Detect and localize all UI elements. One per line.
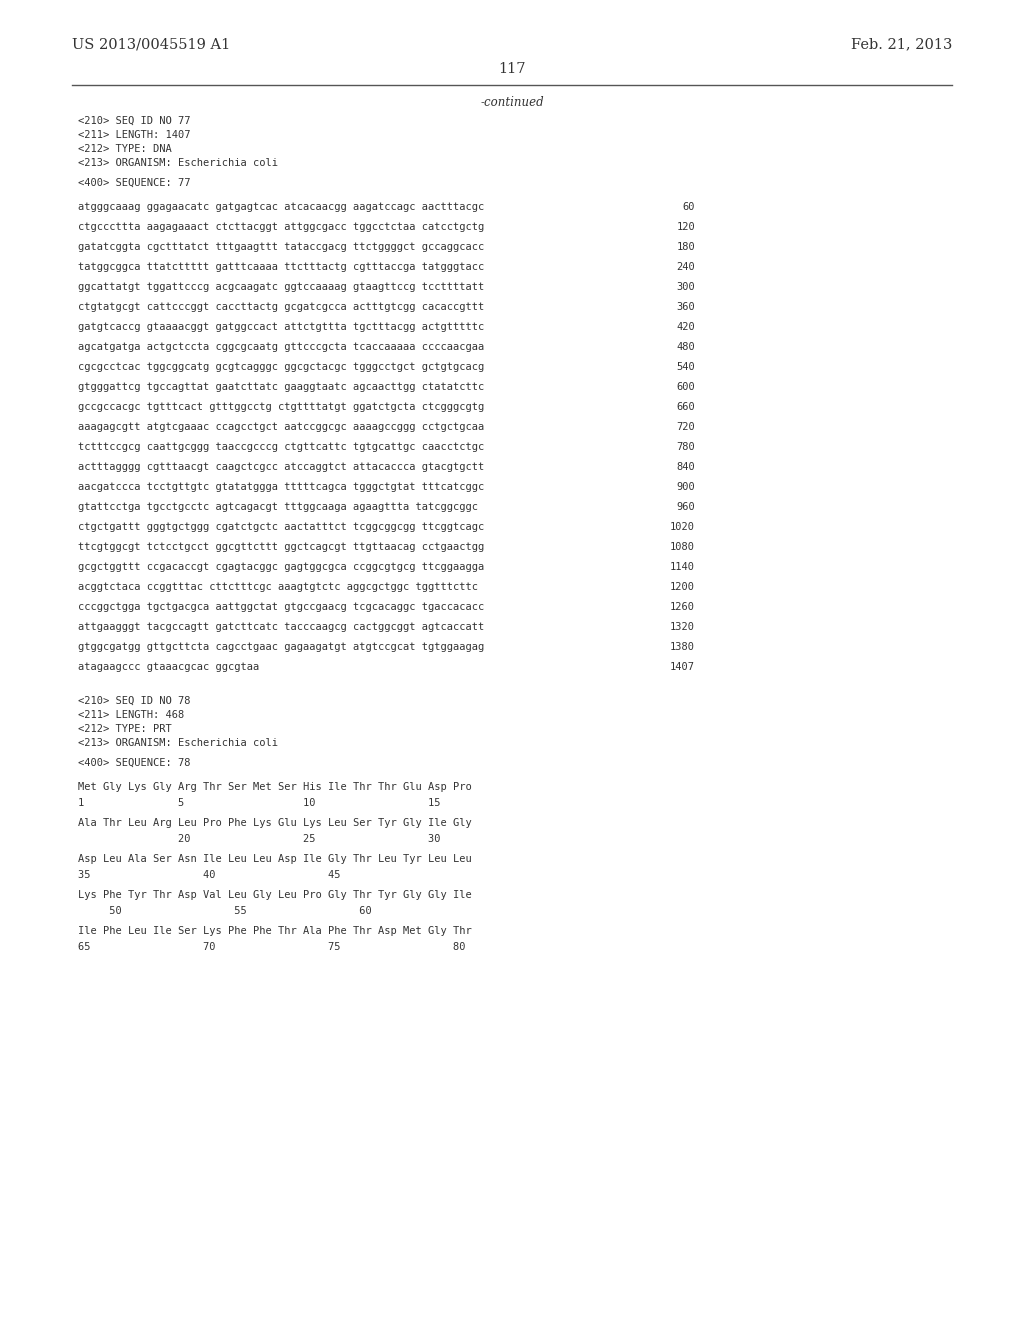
Text: 1200: 1200 xyxy=(670,582,695,591)
Text: <211> LENGTH: 1407: <211> LENGTH: 1407 xyxy=(78,129,190,140)
Text: 780: 780 xyxy=(676,442,695,451)
Text: 720: 720 xyxy=(676,422,695,432)
Text: 960: 960 xyxy=(676,502,695,512)
Text: 1               5                   10                  15: 1 5 10 15 xyxy=(78,799,440,808)
Text: Ala Thr Leu Arg Leu Pro Phe Lys Glu Lys Leu Ser Tyr Gly Ile Gly: Ala Thr Leu Arg Leu Pro Phe Lys Glu Lys … xyxy=(78,818,472,828)
Text: tatggcggca ttatcttttt gatttcaaaa ttctttactg cgtttaccga tatgggtacc: tatggcggca ttatcttttt gatttcaaaa ttcttta… xyxy=(78,261,484,272)
Text: 1320: 1320 xyxy=(670,622,695,632)
Text: gatatcggta cgctttatct tttgaagttt tataccgacg ttctggggct gccaggcacc: gatatcggta cgctttatct tttgaagttt tataccg… xyxy=(78,242,484,252)
Text: 1140: 1140 xyxy=(670,562,695,572)
Text: agcatgatga actgctccta cggcgcaatg gttcccgcta tcaccaaaaa ccccaacgaa: agcatgatga actgctccta cggcgcaatg gttcccg… xyxy=(78,342,484,352)
Text: <211> LENGTH: 468: <211> LENGTH: 468 xyxy=(78,710,184,719)
Text: -continued: -continued xyxy=(480,96,544,110)
Text: cccggctgga tgctgacgca aattggctat gtgccgaacg tcgcacaggc tgaccacacc: cccggctgga tgctgacgca aattggctat gtgccga… xyxy=(78,602,484,612)
Text: gtggcgatgg gttgcttcta cagcctgaac gagaagatgt atgtccgcat tgtggaagag: gtggcgatgg gttgcttcta cagcctgaac gagaaga… xyxy=(78,642,484,652)
Text: <400> SEQUENCE: 78: <400> SEQUENCE: 78 xyxy=(78,758,190,768)
Text: 65                  70                  75                  80: 65 70 75 80 xyxy=(78,942,466,952)
Text: ctgtatgcgt cattcccggt caccttactg gcgatcgcca actttgtcgg cacaccgttt: ctgtatgcgt cattcccggt caccttactg gcgatcg… xyxy=(78,302,484,312)
Text: 1020: 1020 xyxy=(670,521,695,532)
Text: Met Gly Lys Gly Arg Thr Ser Met Ser His Ile Thr Thr Glu Asp Pro: Met Gly Lys Gly Arg Thr Ser Met Ser His … xyxy=(78,781,472,792)
Text: tctttccgcg caattgcggg taaccgcccg ctgttcattc tgtgcattgc caacctctgc: tctttccgcg caattgcggg taaccgcccg ctgttca… xyxy=(78,442,484,451)
Text: 117: 117 xyxy=(499,62,525,77)
Text: 1080: 1080 xyxy=(670,543,695,552)
Text: 540: 540 xyxy=(676,362,695,372)
Text: atagaagccc gtaaacgcac ggcgtaa: atagaagccc gtaaacgcac ggcgtaa xyxy=(78,663,259,672)
Text: 1407: 1407 xyxy=(670,663,695,672)
Text: 300: 300 xyxy=(676,282,695,292)
Text: <212> TYPE: DNA: <212> TYPE: DNA xyxy=(78,144,172,154)
Text: attgaagggt tacgccagtt gatcttcatc tacccaagcg cactggcggt agtcaccatt: attgaagggt tacgccagtt gatcttcatc tacccaa… xyxy=(78,622,484,632)
Text: <210> SEQ ID NO 78: <210> SEQ ID NO 78 xyxy=(78,696,190,706)
Text: ctgcccttta aagagaaact ctcttacggt attggcgacc tggcctctaa catcctgctg: ctgcccttta aagagaaact ctcttacggt attggcg… xyxy=(78,222,484,232)
Text: 60: 60 xyxy=(683,202,695,213)
Text: 240: 240 xyxy=(676,261,695,272)
Text: ggcattatgt tggattcccg acgcaagatc ggtccaaaag gtaagttccg tccttttatt: ggcattatgt tggattcccg acgcaagatc ggtccaa… xyxy=(78,282,484,292)
Text: aaagagcgtt atgtcgaaac ccagcctgct aatccggcgc aaaagccggg cctgctgcaa: aaagagcgtt atgtcgaaac ccagcctgct aatccgg… xyxy=(78,422,484,432)
Text: 1260: 1260 xyxy=(670,602,695,612)
Text: cgcgcctcac tggcggcatg gcgtcagggc ggcgctacgc tgggcctgct gctgtgcacg: cgcgcctcac tggcggcatg gcgtcagggc ggcgcta… xyxy=(78,362,484,372)
Text: 840: 840 xyxy=(676,462,695,473)
Text: US 2013/0045519 A1: US 2013/0045519 A1 xyxy=(72,37,230,51)
Text: atgggcaaag ggagaacatc gatgagtcac atcacaacgg aagatccagc aactttacgc: atgggcaaag ggagaacatc gatgagtcac atcacaa… xyxy=(78,202,484,213)
Text: <400> SEQUENCE: 77: <400> SEQUENCE: 77 xyxy=(78,178,190,187)
Text: 35                  40                  45: 35 40 45 xyxy=(78,870,341,880)
Text: 660: 660 xyxy=(676,403,695,412)
Text: acggtctaca ccggtttac cttctttcgc aaagtgtctc aggcgctggc tggtttcttc: acggtctaca ccggtttac cttctttcgc aaagtgtc… xyxy=(78,582,478,591)
Text: 600: 600 xyxy=(676,381,695,392)
Text: actttagggg cgtttaacgt caagctcgcc atccaggtct attacaccca gtacgtgctt: actttagggg cgtttaacgt caagctcgcc atccagg… xyxy=(78,462,484,473)
Text: ttcgtggcgt tctcctgcct ggcgttcttt ggctcagcgt ttgttaacag cctgaactgg: ttcgtggcgt tctcctgcct ggcgttcttt ggctcag… xyxy=(78,543,484,552)
Text: 50                  55                  60: 50 55 60 xyxy=(78,906,372,916)
Text: 120: 120 xyxy=(676,222,695,232)
Text: 480: 480 xyxy=(676,342,695,352)
Text: gatgtcaccg gtaaaacggt gatggccact attctgttta tgctttacgg actgtttttc: gatgtcaccg gtaaaacggt gatggccact attctgt… xyxy=(78,322,484,333)
Text: Ile Phe Leu Ile Ser Lys Phe Phe Thr Ala Phe Thr Asp Met Gly Thr: Ile Phe Leu Ile Ser Lys Phe Phe Thr Ala … xyxy=(78,927,472,936)
Text: 420: 420 xyxy=(676,322,695,333)
Text: ctgctgattt gggtgctggg cgatctgctc aactatttct tcggcggcgg ttcggtcagc: ctgctgattt gggtgctggg cgatctgctc aactatt… xyxy=(78,521,484,532)
Text: <212> TYPE: PRT: <212> TYPE: PRT xyxy=(78,723,172,734)
Text: <210> SEQ ID NO 77: <210> SEQ ID NO 77 xyxy=(78,116,190,125)
Text: 20                  25                  30: 20 25 30 xyxy=(78,834,440,843)
Text: 1380: 1380 xyxy=(670,642,695,652)
Text: gtgggattcg tgccagttat gaatcttatc gaaggtaatc agcaacttgg ctatatcttc: gtgggattcg tgccagttat gaatcttatc gaaggta… xyxy=(78,381,484,392)
Text: 900: 900 xyxy=(676,482,695,492)
Text: <213> ORGANISM: Escherichia coli: <213> ORGANISM: Escherichia coli xyxy=(78,738,278,748)
Text: 360: 360 xyxy=(676,302,695,312)
Text: aacgatccca tcctgttgtc gtatatggga tttttcagca tgggctgtat tttcatcggc: aacgatccca tcctgttgtc gtatatggga tttttca… xyxy=(78,482,484,492)
Text: gccgccacgc tgtttcact gtttggcctg ctgttttatgt ggatctgcta ctcgggcgtg: gccgccacgc tgtttcact gtttggcctg ctgtttta… xyxy=(78,403,484,412)
Text: Lys Phe Tyr Thr Asp Val Leu Gly Leu Pro Gly Thr Tyr Gly Gly Ile: Lys Phe Tyr Thr Asp Val Leu Gly Leu Pro … xyxy=(78,890,472,900)
Text: <213> ORGANISM: Escherichia coli: <213> ORGANISM: Escherichia coli xyxy=(78,158,278,168)
Text: gcgctggttt ccgacaccgt cgagtacggc gagtggcgca ccggcgtgcg ttcggaagga: gcgctggttt ccgacaccgt cgagtacggc gagtggc… xyxy=(78,562,484,572)
Text: 180: 180 xyxy=(676,242,695,252)
Text: Feb. 21, 2013: Feb. 21, 2013 xyxy=(851,37,952,51)
Text: Asp Leu Ala Ser Asn Ile Leu Leu Asp Ile Gly Thr Leu Tyr Leu Leu: Asp Leu Ala Ser Asn Ile Leu Leu Asp Ile … xyxy=(78,854,472,865)
Text: gtattcctga tgcctgcctc agtcagacgt tttggcaaga agaagttta tatcggcggc: gtattcctga tgcctgcctc agtcagacgt tttggca… xyxy=(78,502,478,512)
